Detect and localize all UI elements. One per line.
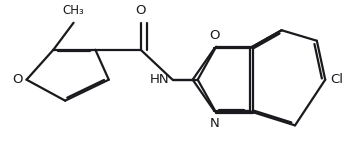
Text: O: O (135, 4, 146, 17)
Text: Cl: Cl (330, 73, 343, 86)
Text: O: O (12, 73, 22, 86)
Text: N: N (210, 117, 219, 130)
Text: CH₃: CH₃ (63, 4, 84, 17)
Text: HN: HN (150, 73, 170, 86)
Text: O: O (209, 29, 220, 42)
